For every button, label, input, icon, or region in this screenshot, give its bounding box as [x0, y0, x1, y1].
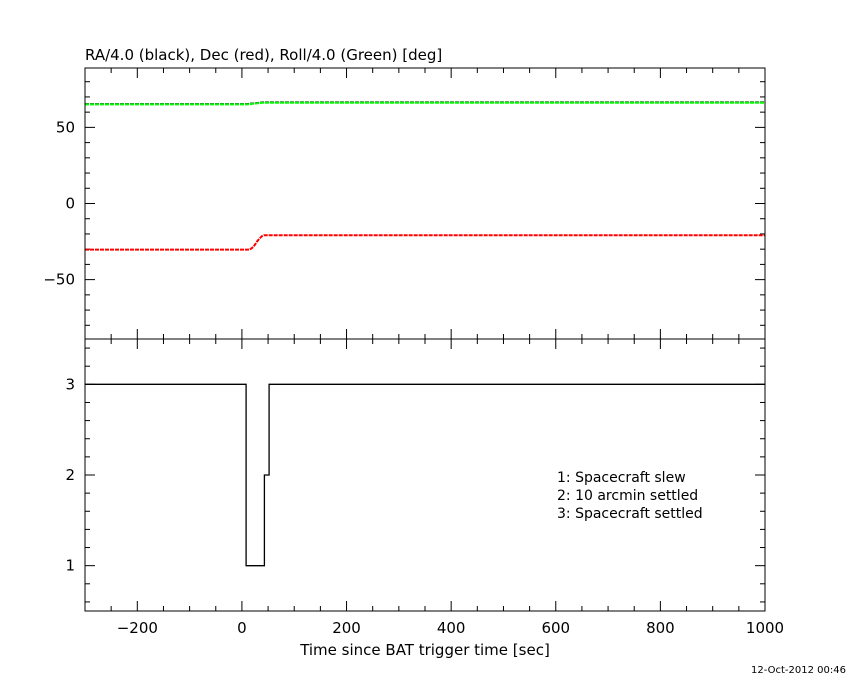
- footer-timestamp: 12-Oct-2012 00:46: [751, 665, 846, 676]
- x-tick-label: 600: [541, 619, 570, 637]
- y-tick-label: −50: [43, 271, 75, 289]
- x-tick-label: 200: [332, 619, 361, 637]
- top-panel-title: RA/4.0 (black), Dec (red), Roll/4.0 (Gre…: [85, 46, 442, 64]
- series-dec: [85, 234, 765, 251]
- series-roll-4-0: [85, 101, 765, 106]
- legend-item-3: 3: Spacecraft settled: [557, 506, 703, 522]
- series-settle-status: [85, 383, 765, 567]
- y-tick-label: 50: [56, 118, 75, 136]
- x-tick-label: 1000: [746, 619, 784, 637]
- x-axis-label: Time since BAT trigger time [sec]: [299, 641, 550, 659]
- x-tick-label: 800: [646, 619, 675, 637]
- y-tick-label: 3: [65, 375, 75, 393]
- legend-item-1: 1: Spacecraft slew: [557, 470, 686, 486]
- y-tick-label: 1: [65, 557, 75, 575]
- y-tick-label: 2: [65, 466, 75, 484]
- x-tick-label: −200: [117, 619, 158, 637]
- y-tick-label: 0: [65, 195, 75, 213]
- x-tick-label: 400: [437, 619, 466, 637]
- legend-item-2: 2: 10 arcmin settled: [557, 488, 698, 504]
- top-panel-frame: [84, 67, 766, 340]
- bottom-panel-frame: [84, 338, 766, 612]
- x-tick-label: 0: [237, 619, 247, 637]
